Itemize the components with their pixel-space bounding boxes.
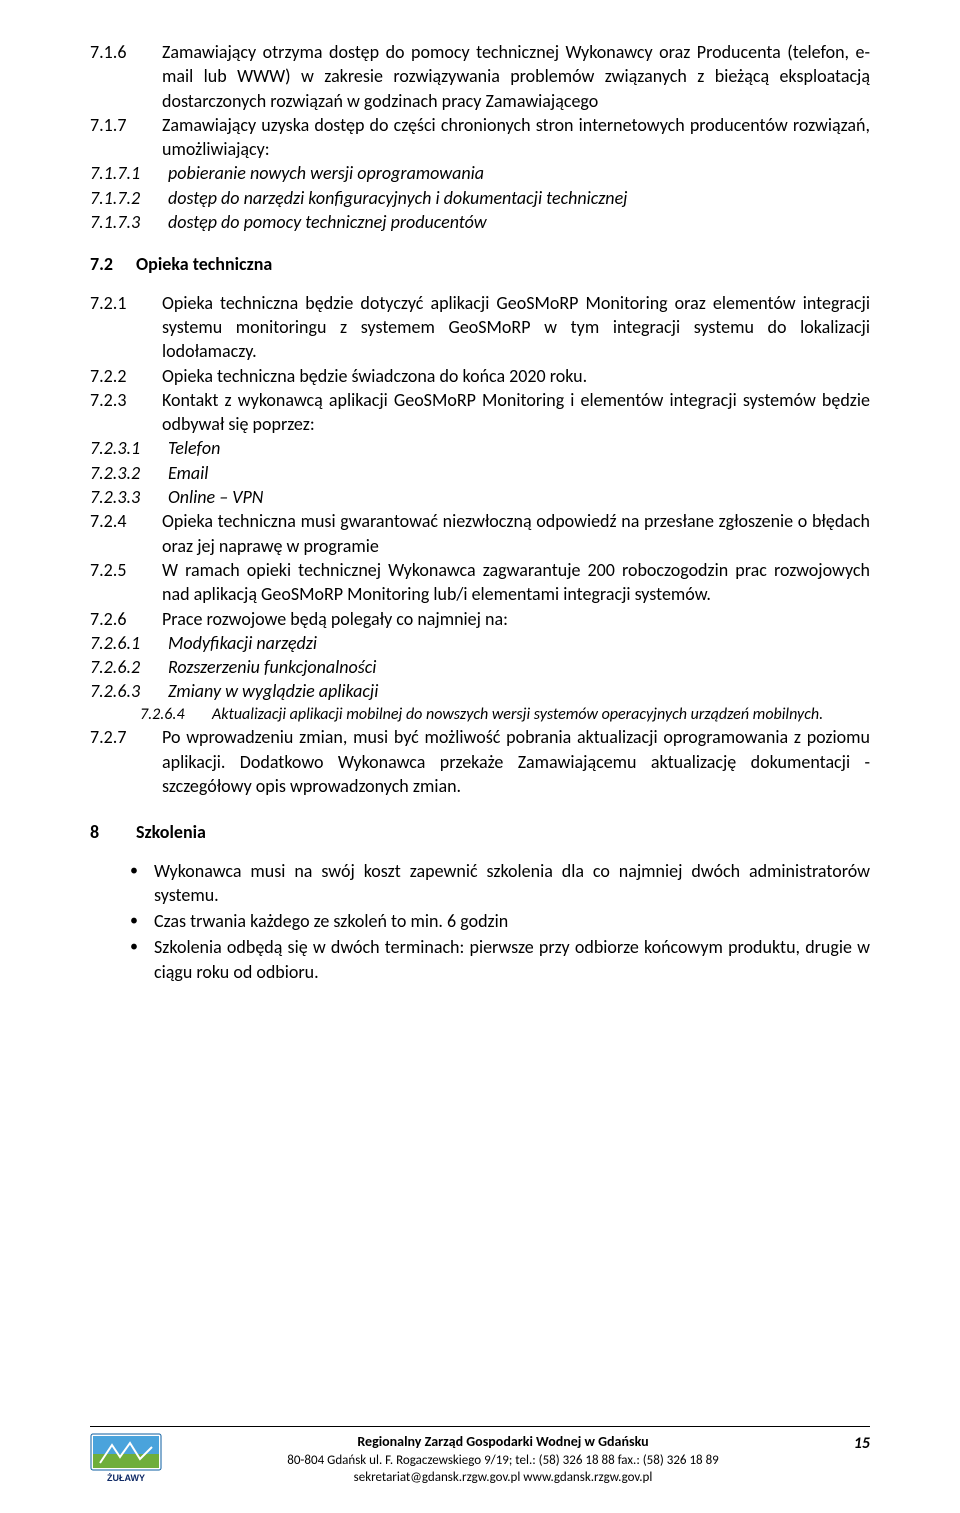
item-number: 7.2.5 <box>90 558 162 582</box>
document-page: 7.1.6Zamawiający otrzyma dostęp do pomoc… <box>0 0 960 1513</box>
item-text: Modyfikacji narzędzi <box>168 631 870 655</box>
item-text: Opieka techniczna musi gwarantować niezw… <box>162 509 870 558</box>
item-text: Opieka techniczna będzie dotyczyć aplika… <box>162 291 870 364</box>
footer-org-title: Regionalny Zarząd Gospodarki Wodnej w Gd… <box>176 1433 830 1452</box>
item-text: dostęp do pomocy technicznej producentów <box>168 210 870 234</box>
footer-center: Regionalny Zarząd Gospodarki Wodnej w Gd… <box>176 1433 830 1487</box>
bullet-text: Szkolenia odbędą się w dwóch terminach: … <box>154 935 870 984</box>
bullet-icon: • <box>130 859 154 882</box>
item-number: 7.2.7 <box>90 725 162 749</box>
list-item: 7.2.1Opieka techniczna będzie dotyczyć a… <box>90 291 870 364</box>
item-text: Zmiany w wyglądzie aplikacji <box>168 679 870 703</box>
heading-text: Szkolenia <box>136 820 870 844</box>
item-number: 7.2.1 <box>90 291 162 315</box>
list-item: 7.1.7.1pobieranie nowych wersji oprogram… <box>90 161 870 185</box>
item-number: 7.2.6.3 <box>90 679 168 703</box>
bullet-item: •Czas trwania każdego ze szkoleń to min.… <box>90 909 870 933</box>
item-text: Online – VPN <box>168 485 870 509</box>
item-text: Aktualizacji aplikacji mobilnej do nowsz… <box>212 704 870 726</box>
item-text: Zamawiający uzyska dostęp do części chro… <box>162 113 870 162</box>
item-number: 7.2.3 <box>90 388 162 412</box>
list-item: 7.2.3Kontakt z wykonawcą aplikacji GeoSM… <box>90 388 870 437</box>
list-item: 7.2.6.4Aktualizacji aplikacji mobilnej d… <box>90 704 870 726</box>
item-text: Po wprowadzeniu zmian, musi być możliwoś… <box>162 725 870 798</box>
item-number: 7.1.7.2 <box>90 186 168 210</box>
item-number: 7.1.7 <box>90 113 162 137</box>
logo-text: ŻUŁAWY <box>107 1473 145 1483</box>
item-text: pobieranie nowych wersji oprogramowania <box>168 161 870 185</box>
heading-text: Opieka techniczna <box>136 252 870 276</box>
heading-8: 8 Szkolenia <box>90 820 870 844</box>
item-number: 7.2.6.2 <box>90 655 168 679</box>
item-number: 7.2.2 <box>90 364 162 388</box>
footer-logo: ŻUŁAWY <box>90 1433 162 1483</box>
list-item: 7.2.2Opieka techniczna będzie świadczona… <box>90 364 870 388</box>
footer-address-line: 80-804 Gdańsk ul. F. Rogaczewskiego 9/19… <box>176 1452 830 1470</box>
item-text: Kontakt z wykonawcą aplikacji GeoSMoRP M… <box>162 388 870 437</box>
item-text: Telefon <box>168 436 870 460</box>
list-item: 7.2.3.1Telefon <box>90 436 870 460</box>
item-number: 7.2.6.1 <box>90 631 168 655</box>
footer-page-number: 15 <box>830 1433 870 1455</box>
item-number: 7.1.6 <box>90 40 162 64</box>
item-text: Opieka techniczna będzie świadczona do k… <box>162 364 870 388</box>
list-item: 7.2.3.2Email <box>90 461 870 485</box>
list-item: 7.2.7Po wprowadzeniu zmian, musi być moż… <box>90 725 870 798</box>
list-item: 7.2.6.1Modyfikacji narzędzi <box>90 631 870 655</box>
page-footer: ŻUŁAWY Regionalny Zarząd Gospodarki Wodn… <box>0 1426 960 1513</box>
footer-row: ŻUŁAWY Regionalny Zarząd Gospodarki Wodn… <box>90 1433 870 1487</box>
list-item: 7.2.6.3Zmiany w wyglądzie aplikacji <box>90 679 870 703</box>
item-number: 7.2.6 <box>90 607 162 631</box>
item-number: 7.2.6.4 <box>140 704 212 726</box>
zulawy-logo-icon: ŻUŁAWY <box>90 1433 162 1483</box>
section-7-1-continued: 7.1.6Zamawiający otrzyma dostęp do pomoc… <box>90 40 870 234</box>
bullet-text: Wykonawca musi na swój koszt zapewnić sz… <box>154 859 870 908</box>
heading-7-2: 7.2 Opieka techniczna <box>90 252 870 276</box>
item-text: Rozszerzeniu funkcjonalności <box>168 655 870 679</box>
section-7-2-items: 7.2.1Opieka techniczna będzie dotyczyć a… <box>90 291 870 799</box>
item-number: 7.2.3.1 <box>90 436 168 460</box>
item-text: Prace rozwojowe będą polegały co najmnie… <box>162 607 870 631</box>
footer-divider <box>90 1426 870 1427</box>
item-number: 7.2.4 <box>90 509 162 533</box>
list-item: 7.2.4Opieka techniczna musi gwarantować … <box>90 509 870 558</box>
footer-contact-line: sekretariat@gdansk.rzgw.gov.pl www.gdans… <box>176 1469 830 1487</box>
list-item: 7.2.5W ramach opieki technicznej Wykonaw… <box>90 558 870 607</box>
bullet-icon: • <box>130 935 154 958</box>
item-number: 7.2.3.2 <box>90 461 168 485</box>
item-text: W ramach opieki technicznej Wykonawca za… <box>162 558 870 607</box>
item-text: Email <box>168 461 870 485</box>
list-item: 7.1.7Zamawiający uzyska dostęp do części… <box>90 113 870 162</box>
item-number: 7.1.7.1 <box>90 161 168 185</box>
bullet-icon: • <box>130 909 154 932</box>
bullet-text: Czas trwania każdego ze szkoleń to min. … <box>154 909 870 933</box>
item-number: 7.2.3.3 <box>90 485 168 509</box>
item-number: 7.1.7.3 <box>90 210 168 234</box>
heading-number: 7.2 <box>90 252 136 276</box>
bullet-item: •Wykonawca musi na swój koszt zapewnić s… <box>90 859 870 908</box>
list-item: 7.2.3.3Online – VPN <box>90 485 870 509</box>
list-item: 7.1.7.2dostęp do narzędzi konfiguracyjny… <box>90 186 870 210</box>
list-item: 7.2.6.2Rozszerzeniu funkcjonalności <box>90 655 870 679</box>
item-text: dostęp do narzędzi konfiguracyjnych i do… <box>168 186 870 210</box>
list-item: 7.2.6Prace rozwojowe będą polegały co na… <box>90 607 870 631</box>
list-item: 7.1.6Zamawiający otrzyma dostęp do pomoc… <box>90 40 870 113</box>
list-item: 7.1.7.3dostęp do pomocy technicznej prod… <box>90 210 870 234</box>
heading-number: 8 <box>90 820 136 844</box>
section-8-bullets: •Wykonawca musi na swój koszt zapewnić s… <box>90 859 870 984</box>
item-text: Zamawiający otrzyma dostęp do pomocy tec… <box>162 40 870 113</box>
bullet-item: •Szkolenia odbędą się w dwóch terminach:… <box>90 935 870 984</box>
